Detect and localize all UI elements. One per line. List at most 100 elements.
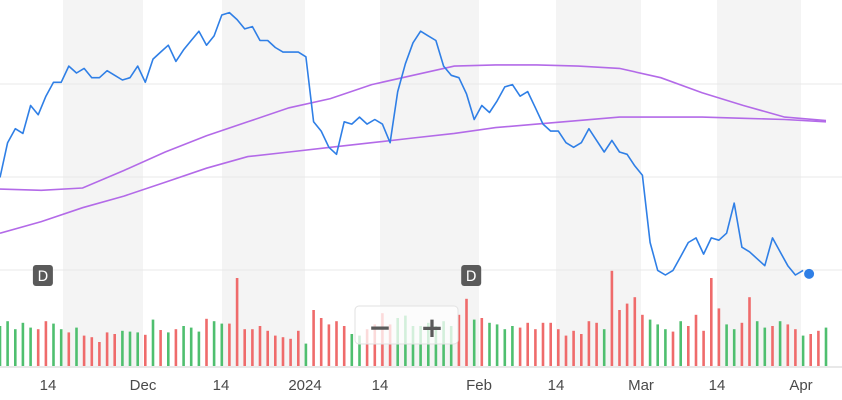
volume-bar xyxy=(671,331,675,366)
month-band xyxy=(222,0,305,366)
volume-bar xyxy=(128,331,132,366)
volume-bar xyxy=(258,326,262,366)
volume-bar xyxy=(725,324,728,366)
volume-bar xyxy=(648,319,652,366)
volume-bar xyxy=(794,329,797,366)
volume-bar xyxy=(771,326,774,366)
volume-bar xyxy=(90,337,94,366)
month-band xyxy=(63,0,143,366)
volume-bar xyxy=(488,322,491,366)
volume-bar xyxy=(595,322,598,366)
volume-bar xyxy=(52,323,55,366)
volume-bar xyxy=(136,332,139,366)
volume-bar xyxy=(0,326,2,366)
volume-bar xyxy=(541,322,545,366)
volume-bar xyxy=(702,330,705,366)
volume-bar xyxy=(350,334,354,366)
volume-bar xyxy=(251,329,254,366)
dividend-marker[interactable]: D xyxy=(32,265,53,286)
volume-bar xyxy=(365,329,369,366)
volume-bar xyxy=(197,331,201,366)
volume-bar xyxy=(29,327,32,366)
volume-bar xyxy=(144,334,147,366)
volume-bar xyxy=(36,329,40,366)
volume-bar xyxy=(679,321,682,366)
volume-bar xyxy=(564,335,568,366)
month-band xyxy=(380,0,479,366)
volume-bar xyxy=(266,330,269,366)
volume-bar xyxy=(212,321,216,366)
volume-bar xyxy=(243,329,246,366)
moving-average-line xyxy=(0,116,827,234)
volume-bar xyxy=(656,324,659,366)
volume-bar xyxy=(511,326,514,366)
last-price-dot[interactable] xyxy=(804,268,815,279)
volume-bar xyxy=(388,324,392,366)
volume-bar xyxy=(472,319,476,366)
volume-bar xyxy=(6,321,9,366)
month-band xyxy=(717,0,801,366)
volume-bar xyxy=(297,330,300,366)
x-tick-label: Feb xyxy=(466,377,492,394)
x-tick-label: 2024 xyxy=(288,377,321,394)
volume-bar xyxy=(373,324,377,366)
volume-bar xyxy=(694,314,698,366)
volume-bar xyxy=(113,334,116,366)
dividend-marker[interactable]: D xyxy=(461,265,482,286)
zoom-in-button[interactable]: + xyxy=(420,311,443,344)
volume-bar xyxy=(824,327,828,366)
x-axis: 14 Dec 14 2024 14 Feb 14 Mar 14 Apr xyxy=(0,366,842,394)
volume-bar xyxy=(335,321,338,366)
volume-bar xyxy=(44,321,48,366)
volume-bar xyxy=(342,326,346,366)
zoom-out-button[interactable]: − xyxy=(368,311,391,344)
volume-bar xyxy=(518,327,522,366)
volume-bar xyxy=(786,324,790,366)
dividend-marker-label: D xyxy=(38,269,49,285)
volume-bar xyxy=(465,298,468,366)
volume-bar xyxy=(526,322,529,366)
x-tick-label: Apr xyxy=(789,377,812,394)
volume-bar xyxy=(67,332,71,366)
dividend-marker-badge xyxy=(32,265,53,286)
volume-bar xyxy=(618,310,621,366)
volume-bar xyxy=(732,329,736,366)
volume-bar xyxy=(610,270,614,366)
x-tick-label: 14 xyxy=(548,377,565,394)
volume-bar xyxy=(641,314,644,366)
volume-bar xyxy=(411,326,415,366)
volume-bar xyxy=(289,338,292,366)
volume-bar xyxy=(14,329,17,366)
volume-bar xyxy=(358,335,361,366)
price-line xyxy=(0,11,804,276)
volume-bar xyxy=(21,322,25,366)
volume-bar xyxy=(312,310,315,366)
volume-bars xyxy=(0,270,828,366)
volume-bar xyxy=(304,343,308,366)
volume-bar xyxy=(664,329,667,366)
volume-bar xyxy=(327,324,331,366)
volume-bar xyxy=(159,330,162,366)
volume-bar xyxy=(449,326,453,366)
volume-bar xyxy=(549,322,552,366)
volume-bar xyxy=(740,322,744,366)
volume-bar xyxy=(205,318,208,366)
volume-bar xyxy=(75,327,78,366)
volume-bar xyxy=(717,308,721,366)
volume-bar xyxy=(495,324,499,366)
volume-bar xyxy=(419,326,422,366)
volume-bar xyxy=(572,330,575,366)
volume-bar xyxy=(235,278,239,366)
volume-bar xyxy=(710,278,713,366)
moving-average-line xyxy=(0,64,827,192)
volume-bar xyxy=(633,297,637,366)
x-tick-label: 14 xyxy=(40,377,57,394)
volume-bar xyxy=(748,297,751,366)
volume-bar xyxy=(587,321,591,366)
volume-bar xyxy=(174,329,178,366)
x-tick-label: Dec xyxy=(130,377,157,394)
volume-bar xyxy=(434,326,438,366)
x-tick-label: Mar xyxy=(628,377,654,394)
